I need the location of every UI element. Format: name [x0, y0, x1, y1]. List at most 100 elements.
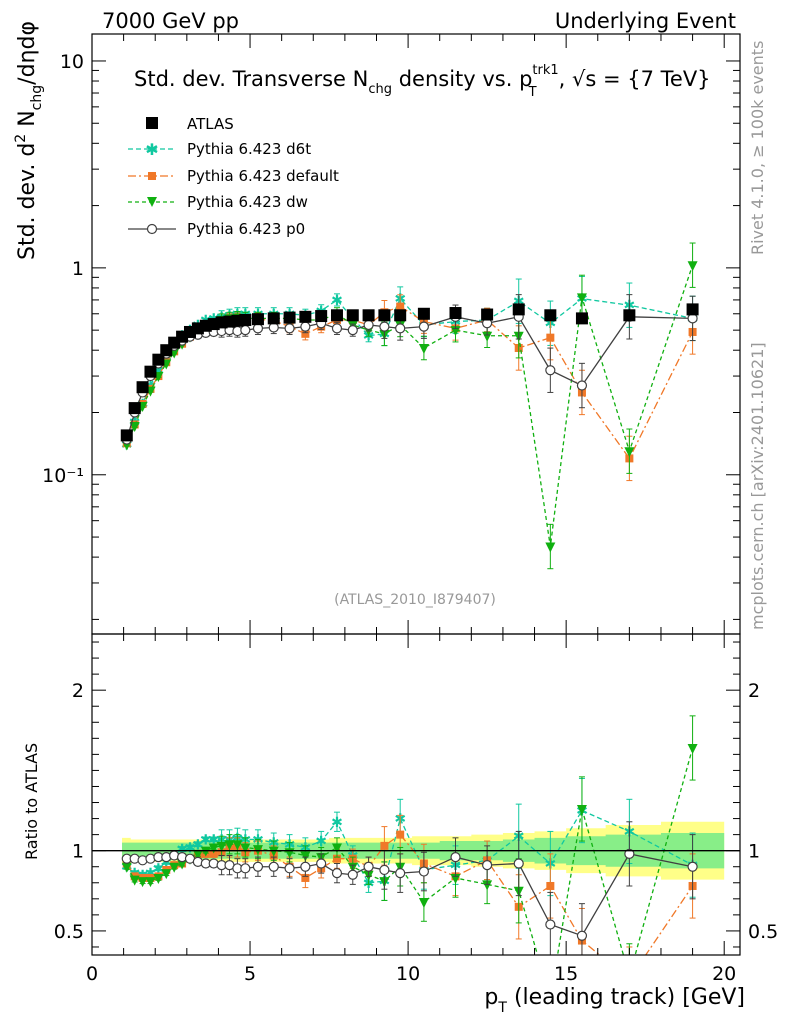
x-tick-label: 20	[712, 963, 736, 985]
main-d6t-point: ✱	[331, 293, 343, 309]
ratio-dw-point	[687, 743, 698, 754]
legend-item-atlas: ATLAS	[146, 115, 234, 133]
ratio-dw-point	[137, 877, 148, 888]
ratio-p0-point	[482, 860, 493, 871]
ratio-dw-point	[192, 849, 203, 860]
ratio-y-tick-label-right: 1	[748, 841, 760, 863]
main-p0-point	[395, 323, 406, 334]
ratio-default-point	[301, 873, 310, 882]
plot-title: Std. dev. Transverse Nchg density vs. pt…	[134, 63, 711, 100]
ratio-dw-point	[161, 869, 172, 880]
ratio-dw-point	[216, 841, 227, 852]
x-axis-label: pT (leading track) [GeV]	[484, 985, 745, 1016]
main-atlas-point	[299, 310, 312, 323]
ratio-p0-point	[268, 861, 279, 872]
main-atlas-point	[575, 312, 588, 325]
ratio-axes: 0.5 0.51 12 20 5 10 15 20	[54, 633, 778, 985]
main-p0-point	[418, 321, 430, 332]
ratio-dw-point	[121, 862, 132, 873]
main-dw-point	[576, 293, 587, 304]
ratio-plot-frame	[91, 633, 741, 956]
ratio-d6t-point: ✱	[192, 837, 204, 853]
main-line-dw	[126, 265, 694, 547]
ratio-y-tick-label-right: 2	[748, 680, 760, 702]
main-p0-point	[545, 365, 556, 376]
ratio-p0-point	[331, 868, 343, 879]
ratio-default-point	[396, 830, 405, 839]
x-tick-label: 15	[554, 963, 578, 985]
ratio-p0-point	[379, 864, 390, 876]
x-tick-label: 0	[86, 963, 98, 985]
ratio-default-point	[625, 975, 633, 983]
main-atlas-point	[251, 313, 264, 326]
ratio-y-axis-label: Ratio to ATLAS	[22, 743, 41, 860]
ratio-d6t-point: ✱	[315, 834, 327, 850]
ratio-dw-point	[300, 851, 311, 862]
ratio-dw-point	[482, 880, 493, 891]
ratio-d6t-point: ✱	[208, 832, 220, 848]
legend-marker-p0	[146, 223, 158, 235]
legend-item-d6t: ✱ Pythia 6.423 d6t	[128, 140, 311, 159]
ratio-p0-point	[252, 861, 264, 872]
ratio-d6t-point: ✱	[153, 861, 165, 877]
main-series-layer: ✱✱✱✱✱✱✱✱✱✱✱✱✱✱✱✱✱✱✱✱✱✱✱✱✱✱✱✱✱✱✱✱✱✱	[120, 242, 699, 570]
ratio-d6t-point: ✱	[200, 832, 212, 848]
ratio-plot-panel: ✱✱✱✱✱✱✱✱✱✱✱✱✱✱✱✱✱✱✱✱✱✱✱✱✱✱✱✱✱✱✱✱✱✱ 0.50.…	[54, 633, 778, 985]
x-tick-label: 5	[244, 963, 256, 985]
main-atlas-point	[362, 309, 375, 322]
legend-label-d6t: Pythia 6.423 d6t	[187, 140, 311, 158]
main-y-tick-label: 1	[72, 258, 84, 280]
main-d6t-point: ✱	[153, 363, 165, 379]
main-default-point	[396, 302, 405, 311]
legend-label-dw: Pythia 6.423 dw	[187, 193, 308, 211]
main-p0-point	[576, 380, 588, 391]
main-atlas-point	[544, 309, 557, 322]
main-atlas-point	[512, 303, 525, 316]
legend-item-p0: Pythia 6.423 p0	[128, 220, 305, 238]
main-p0-point	[240, 325, 251, 336]
mcplots-label: mcplots.cern.ch [arXiv:2401.10621]	[748, 342, 767, 630]
ratio-p0-point	[450, 851, 461, 863]
main-atlas-point	[449, 307, 462, 320]
main-atlas-point	[686, 303, 699, 316]
ratio-p0-point	[513, 858, 524, 869]
x-tick-label: 10	[396, 963, 420, 985]
ratio-dw-point	[177, 859, 188, 870]
main-plot-panel: ✱✱✱✱✱✱✱✱✱✱✱✱✱✱✱✱✱✱✱✱✱✱✱✱✱✱✱✱✱✱✱✱✱✱ 10110…	[42, 33, 741, 635]
main-atlas-point	[144, 365, 157, 378]
ratio-y-tick-label-left: 2	[72, 680, 84, 702]
header-right-label: Underlying Event	[555, 9, 736, 33]
ratio-dw-point	[576, 804, 587, 815]
ratio-dw-point	[224, 840, 235, 851]
legend: ATLAS ✱ Pythia 6.423 d6t Pythia 6.423 de…	[128, 115, 339, 238]
ratio-p0-point	[284, 863, 295, 874]
ratio-p0-point	[624, 848, 635, 859]
ratio-default-point	[332, 854, 341, 863]
ratio-dw-point	[129, 875, 140, 886]
ratio-line-dw	[126, 747, 694, 955]
legend-label-p0: Pythia 6.423 p0	[187, 220, 305, 238]
main-p0-point	[379, 321, 390, 332]
ratio-dw-point	[169, 862, 180, 873]
main-p0-point	[331, 323, 343, 334]
main-atlas-point	[120, 429, 133, 442]
ratio-dw-point	[232, 840, 243, 851]
ratio-y-tick-label-left: 1	[72, 841, 84, 863]
legend-label-default: Pythia 6.423 default	[187, 167, 339, 185]
legend-label-atlas: ATLAS	[187, 115, 234, 133]
main-dw-point	[545, 542, 556, 553]
ratio-p0-point	[240, 863, 251, 874]
ratio-p0-point	[316, 858, 327, 869]
ratio-dw-point	[153, 873, 164, 884]
ratio-default-point	[546, 881, 555, 890]
ratio-p0-point	[545, 919, 556, 930]
main-atlas-point	[378, 309, 391, 322]
ratio-dw-point	[145, 877, 156, 888]
main-dw-point	[624, 447, 635, 458]
main-atlas-point	[283, 311, 296, 324]
main-atlas-point	[417, 307, 430, 320]
rivet-version-label: Rivet 4.1.0, ≥ 100k events	[748, 41, 767, 255]
ratio-dw-point	[200, 846, 211, 857]
header-left-label: 7000 GeV pp	[102, 9, 239, 33]
